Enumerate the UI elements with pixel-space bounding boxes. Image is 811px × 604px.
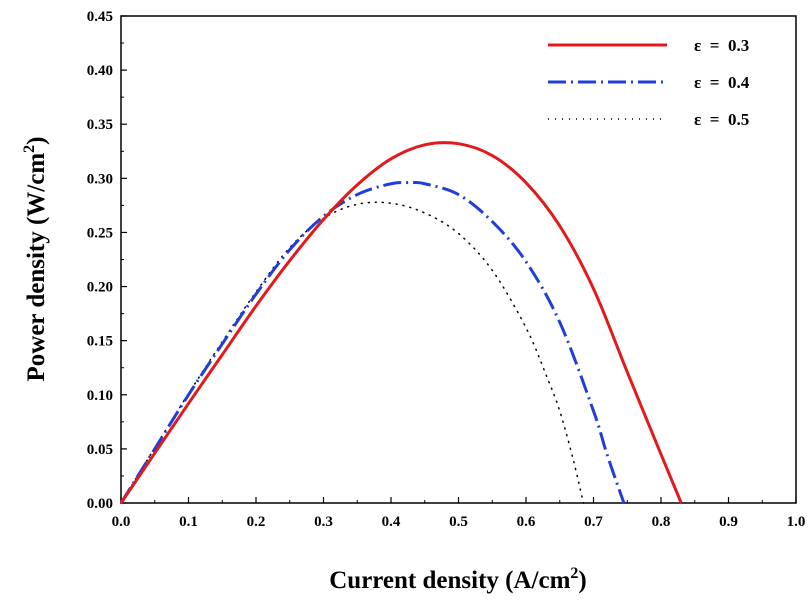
legend: ε = 0.3 ε = 0.4 ε = 0.5	[548, 36, 750, 129]
y-axis-title-end: )	[23, 137, 50, 145]
x-tick-label: 0.3	[314, 514, 333, 530]
x-tick-label: 1.0	[787, 514, 806, 530]
x-tick-label: 0.9	[719, 514, 738, 530]
y-axis-title-sup: 2	[21, 145, 38, 153]
y-tick-label: 0.10	[87, 388, 113, 404]
x-tick-label: 0.5	[449, 514, 468, 530]
y-axis: 0.00 0.05 0.10 0.15 0.20 0.25 0.30 0.35 0.40 0.45	[87, 9, 127, 512]
legend-label: ε = 0.4	[694, 73, 750, 92]
x-axis: 0.0 0.1 0.2 0.3 0.4 0.5 0.6 0.7 0.8 0.9 1.0	[112, 497, 806, 530]
x-axis-title-main: Current density (A/cm	[329, 567, 570, 594]
x-axis-title-sup: 2	[570, 565, 578, 582]
y-tick-label: 0.40	[87, 63, 113, 79]
y-axis-title: Power density (W/cm2)	[21, 137, 50, 382]
x-tick-label: 0.7	[584, 514, 603, 530]
legend-label: ε = 0.5	[694, 110, 749, 129]
y-tick-label: 0.00	[87, 496, 113, 512]
y-tick-label: 0.30	[87, 171, 113, 187]
y-axis-title-main: Power density (W/cm	[23, 153, 50, 382]
x-tick-label: 0.0	[112, 514, 131, 530]
x-tick-label: 0.6	[517, 514, 536, 530]
y-tick-label: 0.15	[87, 334, 113, 350]
y-tick-label: 0.05	[87, 442, 113, 458]
series-line	[119, 180, 626, 504]
legend-label: ε = 0.3	[694, 36, 749, 55]
y-tick-label: 0.20	[87, 280, 113, 296]
x-tick-label: 0.1	[179, 514, 198, 530]
series-lines	[119, 141, 683, 504]
series-line	[119, 141, 683, 504]
y-tick-label: 0.35	[87, 117, 113, 133]
x-axis-title-end: )	[578, 567, 586, 594]
y-tick-label: 0.45	[87, 9, 113, 25]
x-axis-title: Current density (A/cm2)	[329, 565, 587, 594]
y-tick-label: 0.25	[87, 225, 113, 241]
x-tick-label: 0.2	[247, 514, 266, 530]
x-tick-label: 0.4	[382, 514, 401, 530]
x-tick-label: 0.8	[652, 514, 671, 530]
